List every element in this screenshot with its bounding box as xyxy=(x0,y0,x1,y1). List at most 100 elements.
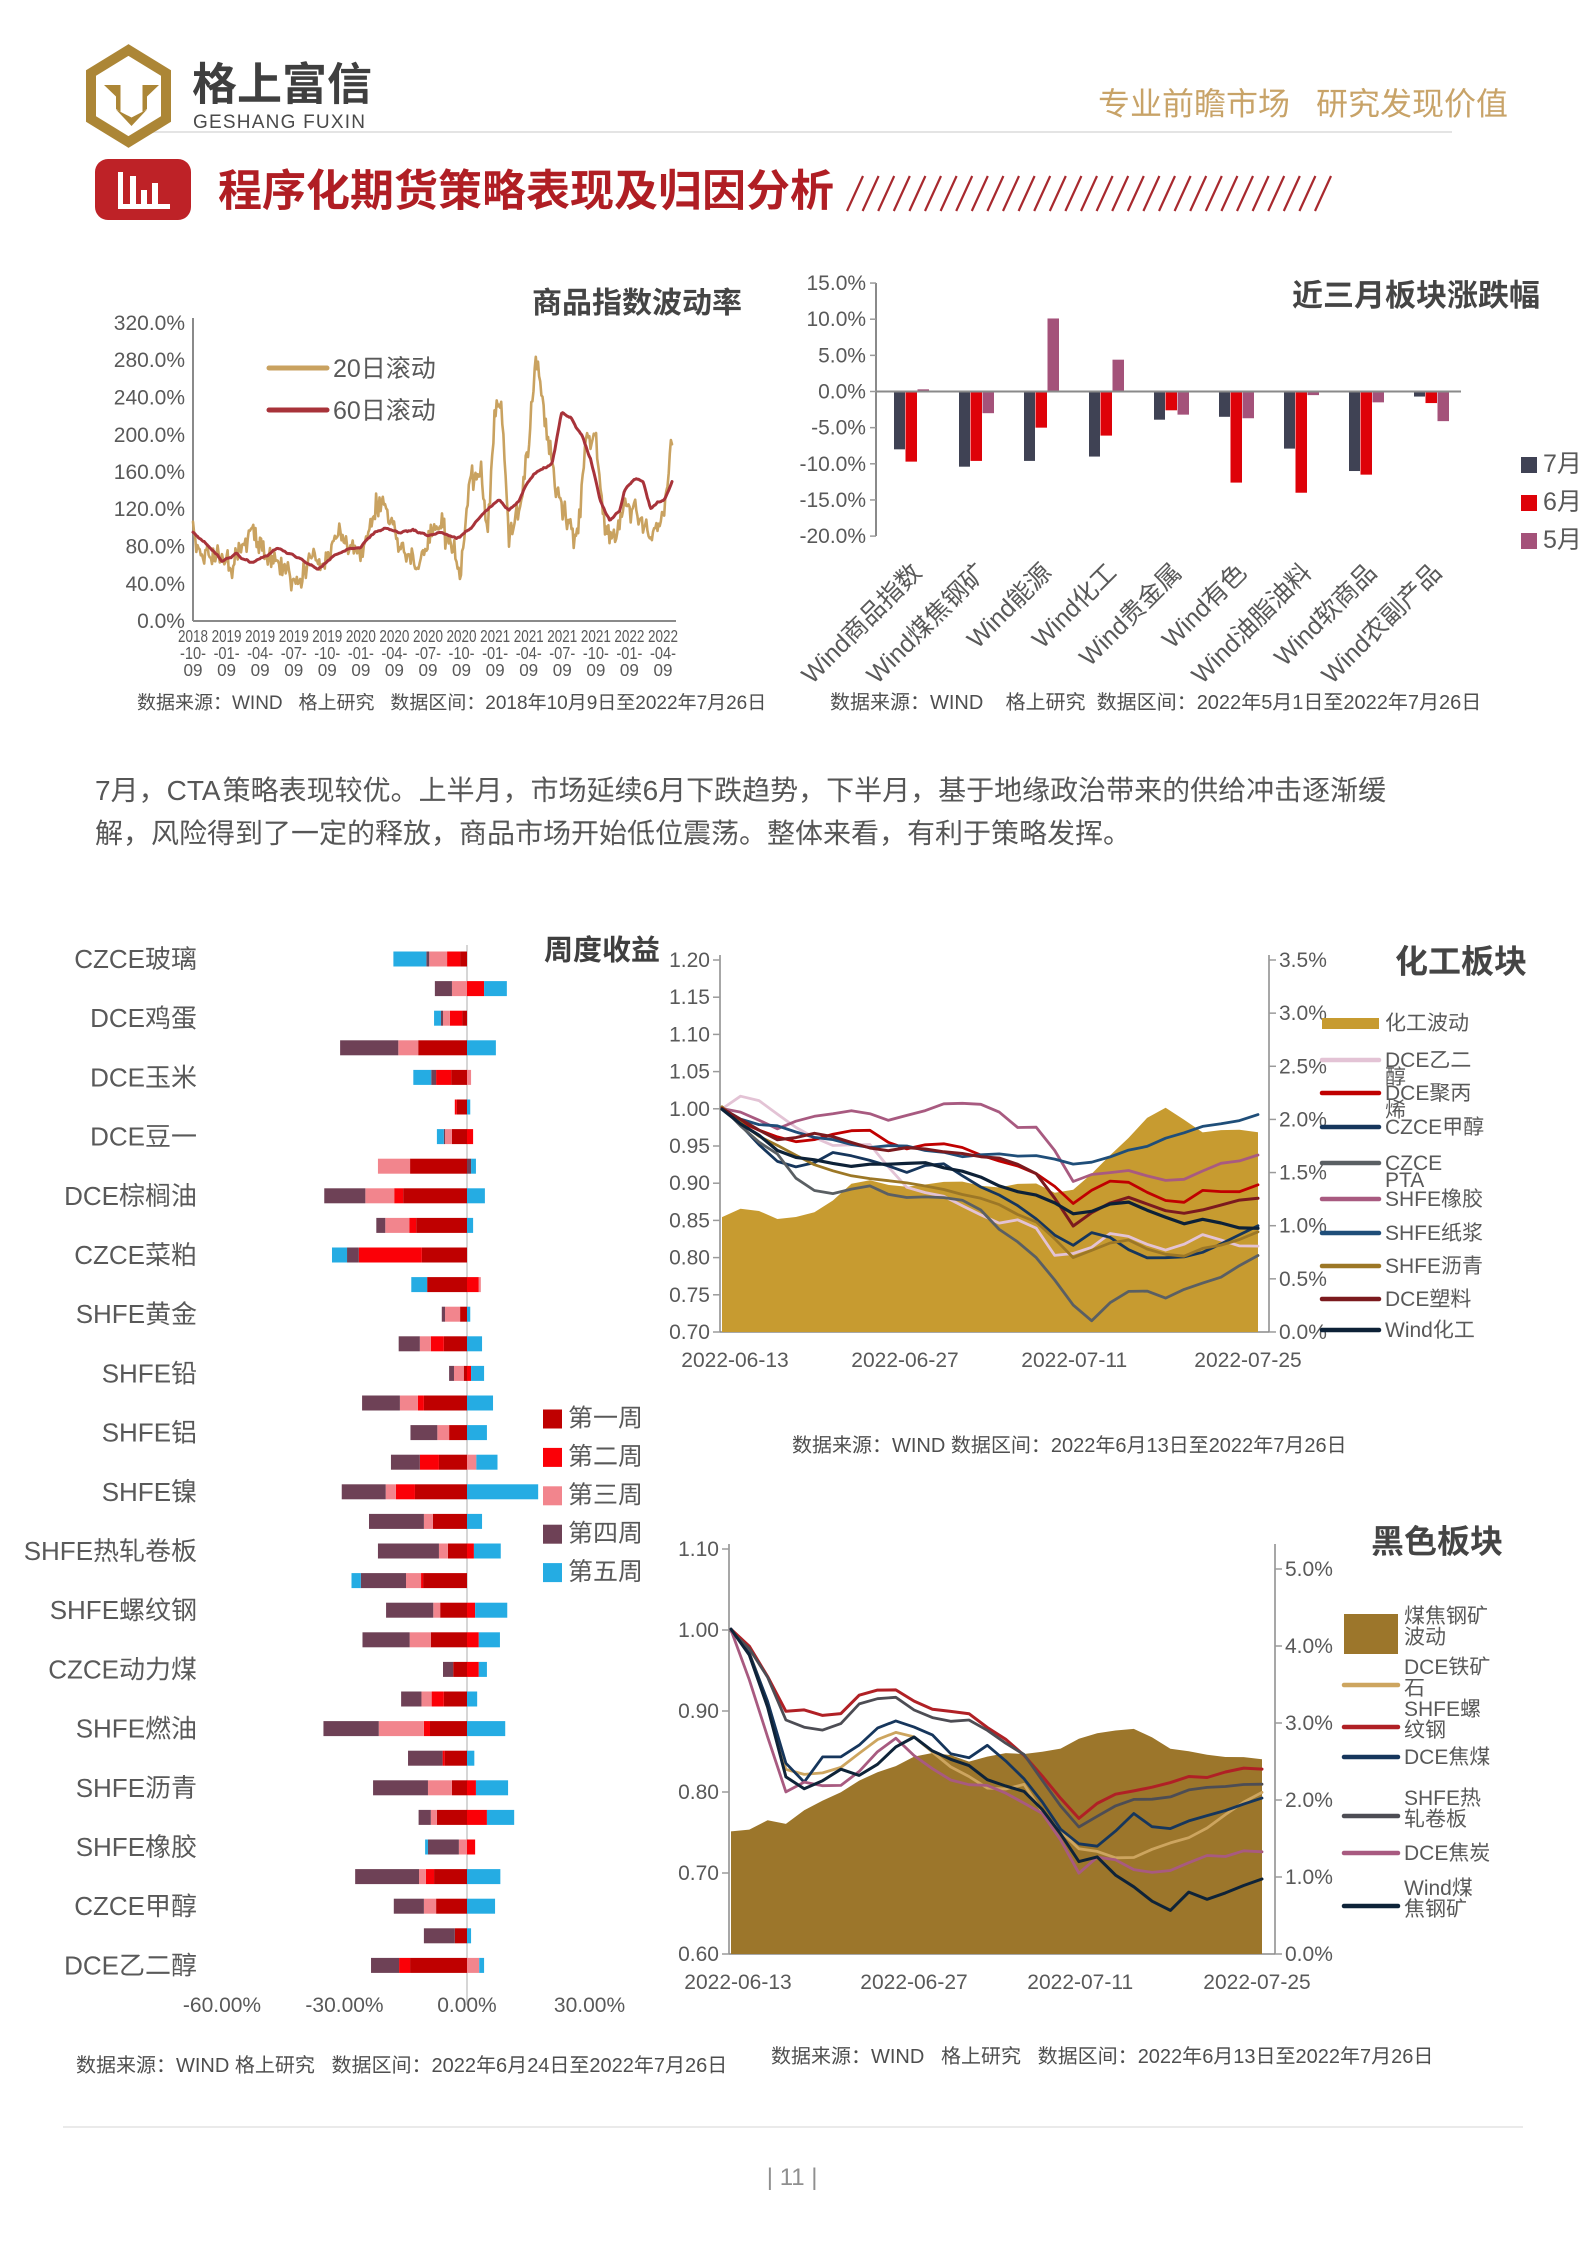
svg-text:2022: 2022 xyxy=(648,626,678,646)
svg-text:6: 6 xyxy=(496,2055,507,2077)
svg-text:2022-06-13: 2022-06-13 xyxy=(681,1349,788,1372)
svg-text:2022: 2022 xyxy=(432,2055,477,2077)
svg-text:0.0%: 0.0% xyxy=(1279,1321,1327,1344)
svg-text:240.0%: 240.0% xyxy=(114,387,185,410)
svg-text:1.10: 1.10 xyxy=(669,1023,710,1046)
svg-text:09: 09 xyxy=(620,660,639,680)
svg-text:6: 6 xyxy=(1115,1435,1126,1457)
svg-text:-10.0%: -10.0% xyxy=(800,453,867,476)
svg-text:2022-07-11: 2022-07-11 xyxy=(1027,1971,1133,1994)
svg-text:2022: 2022 xyxy=(1051,1435,1096,1457)
svg-text:DCE: DCE xyxy=(90,1003,145,1033)
svg-text:SHFE: SHFE xyxy=(76,1714,145,1744)
svg-text:2021: 2021 xyxy=(581,626,611,646)
svg-text:0.0%: 0.0% xyxy=(1285,1943,1333,1966)
svg-text:160.0%: 160.0% xyxy=(114,461,185,484)
svg-text:09: 09 xyxy=(217,660,236,680)
svg-text:2021: 2021 xyxy=(547,626,577,646)
svg-text:2.0%: 2.0% xyxy=(1285,1789,1333,1812)
svg-text:DCE: DCE xyxy=(1404,1746,1448,1769)
svg-text:-07-: -07- xyxy=(415,643,441,663)
svg-text:15.0%: 15.0% xyxy=(807,272,867,295)
svg-text:-01-: -01- xyxy=(616,643,642,663)
svg-text:40.0%: 40.0% xyxy=(126,573,186,596)
svg-text:1.0%: 1.0% xyxy=(1279,1215,1327,1238)
svg-text:-10-: -10- xyxy=(180,643,206,663)
svg-text:Wind: Wind xyxy=(1385,1319,1433,1342)
svg-text:CZCE: CZCE xyxy=(1385,1116,1442,1139)
svg-text:0.60: 0.60 xyxy=(678,1943,719,1966)
svg-text:-04-: -04- xyxy=(247,643,273,663)
svg-text:SHFE: SHFE xyxy=(1404,1787,1460,1810)
svg-text:CZCE: CZCE xyxy=(74,1891,145,1921)
svg-text:2021: 2021 xyxy=(480,626,510,646)
svg-text:1.00: 1.00 xyxy=(669,1098,710,1121)
svg-text:09: 09 xyxy=(351,660,370,680)
svg-text:6: 6 xyxy=(1202,2046,1213,2068)
svg-text:-60.00%: -60.00% xyxy=(183,1994,261,2017)
svg-text:DCE: DCE xyxy=(64,1950,119,1980)
svg-text:7: 7 xyxy=(1543,450,1557,478)
svg-text:SHFE: SHFE xyxy=(76,1773,145,1803)
svg-text:CZCE: CZCE xyxy=(48,1654,119,1684)
svg-text:09: 09 xyxy=(418,660,437,680)
svg-text:2021: 2021 xyxy=(514,626,544,646)
svg-text:2019: 2019 xyxy=(212,626,242,646)
svg-text:2022-06-27: 2022-06-27 xyxy=(851,1349,958,1372)
svg-text:-04-: -04- xyxy=(381,643,407,663)
svg-text:DCE: DCE xyxy=(90,1062,145,1092)
svg-text:0.85: 0.85 xyxy=(669,1209,710,1232)
svg-text:3.0%: 3.0% xyxy=(1285,1712,1333,1735)
svg-text:WIND: WIND xyxy=(871,2046,924,2068)
svg-text:26: 26 xyxy=(1439,692,1461,714)
svg-text:9: 9 xyxy=(587,693,598,714)
svg-text:-10-: -10- xyxy=(583,643,609,663)
svg-text:Wind: Wind xyxy=(1404,1877,1452,1900)
svg-text:0.0%: 0.0% xyxy=(137,610,185,633)
svg-text:DCE: DCE xyxy=(64,1181,119,1211)
svg-text:2022: 2022 xyxy=(1343,692,1388,714)
svg-text:10: 10 xyxy=(547,693,568,714)
svg-text:SHFE: SHFE xyxy=(76,1832,145,1862)
svg-text:26: 26 xyxy=(685,2055,707,2077)
svg-text:DCE: DCE xyxy=(1404,1656,1448,1679)
svg-text:09: 09 xyxy=(251,660,270,680)
svg-text:09: 09 xyxy=(653,660,672,680)
svg-text:2020: 2020 xyxy=(346,626,376,646)
svg-text:-01-: -01- xyxy=(348,643,374,663)
svg-text:DCE: DCE xyxy=(1385,1082,1429,1105)
svg-text:6: 6 xyxy=(643,775,659,806)
svg-text:-01-: -01- xyxy=(214,643,240,663)
svg-text:GESHANG FUXIN: GESHANG FUXIN xyxy=(193,112,366,133)
svg-text:7: 7 xyxy=(1273,1435,1284,1457)
svg-text:80.0%: 80.0% xyxy=(126,536,186,559)
svg-text:2.5%: 2.5% xyxy=(1279,1055,1327,1078)
svg-text:-07-: -07- xyxy=(549,643,575,663)
svg-text:09: 09 xyxy=(184,660,203,680)
svg-text:-10-: -10- xyxy=(314,643,340,663)
svg-text:2018: 2018 xyxy=(178,626,208,646)
svg-text:0.90: 0.90 xyxy=(678,1700,719,1723)
svg-text:2020: 2020 xyxy=(379,626,409,646)
svg-text:1.00: 1.00 xyxy=(678,1619,719,1642)
svg-text:0.75: 0.75 xyxy=(669,1284,710,1307)
svg-text:2022: 2022 xyxy=(1138,2046,1183,2068)
svg-text:09: 09 xyxy=(553,660,572,680)
svg-text:2018: 2018 xyxy=(485,693,527,714)
svg-text:2019: 2019 xyxy=(312,626,342,646)
svg-text:-01-: -01- xyxy=(482,643,508,663)
svg-text:SHFE: SHFE xyxy=(102,1477,171,1507)
svg-text:2022: 2022 xyxy=(614,626,644,646)
svg-text:0.0%: 0.0% xyxy=(818,381,866,404)
svg-text:SHFE: SHFE xyxy=(102,1418,171,1448)
svg-text:26: 26 xyxy=(1391,2046,1413,2068)
svg-text:120.0%: 120.0% xyxy=(114,498,185,521)
svg-text:| 11 |: | 11 | xyxy=(767,2164,818,2191)
svg-text:-07-: -07- xyxy=(281,643,307,663)
svg-text:5.0%: 5.0% xyxy=(818,344,866,367)
svg-text:2019: 2019 xyxy=(279,626,309,646)
svg-text:2022-06-27: 2022-06-27 xyxy=(860,1971,967,1994)
svg-text:5: 5 xyxy=(1543,526,1557,554)
svg-text:DCE: DCE xyxy=(90,1122,145,1152)
svg-text:CTA: CTA xyxy=(167,775,221,806)
